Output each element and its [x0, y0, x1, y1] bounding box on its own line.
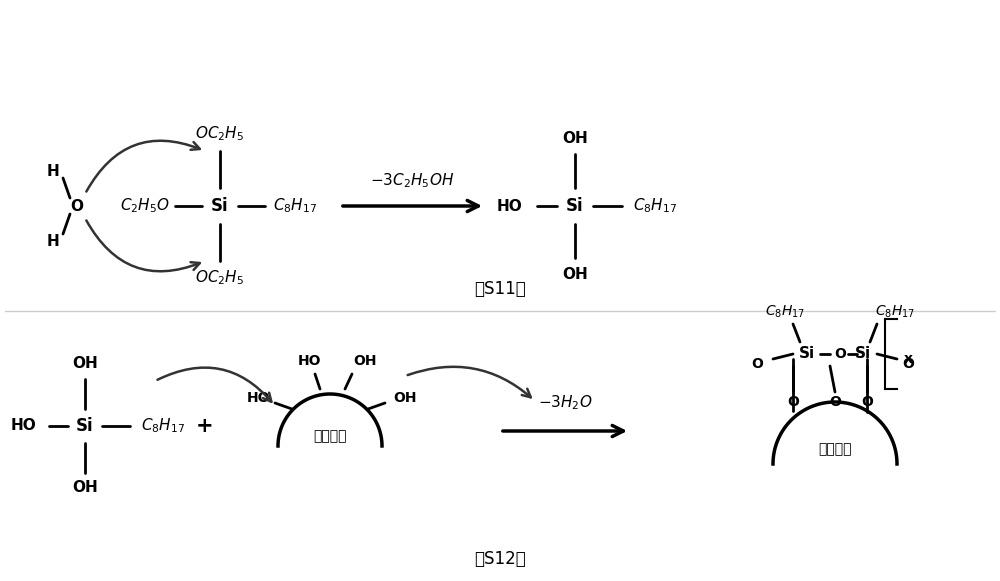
Text: OH: OH	[72, 480, 98, 496]
Text: 二氧化钛: 二氧化钛	[818, 442, 852, 456]
Text: HO: HO	[246, 391, 270, 405]
FancyArrowPatch shape	[408, 367, 531, 397]
Text: x: x	[904, 352, 912, 366]
Text: （S11）: （S11）	[474, 280, 526, 298]
Text: +: +	[196, 416, 214, 436]
FancyArrowPatch shape	[86, 220, 200, 271]
Text: OH: OH	[562, 267, 588, 282]
Text: O: O	[861, 395, 873, 409]
Text: O: O	[751, 357, 763, 371]
FancyArrowPatch shape	[157, 368, 271, 401]
Text: Si: Si	[76, 417, 94, 435]
Text: $C_8H_{17}$: $C_8H_{17}$	[633, 196, 677, 216]
Text: $C_8H_{17}$: $C_8H_{17}$	[765, 304, 805, 320]
Text: HO: HO	[10, 418, 36, 433]
Text: （S12）: （S12）	[474, 550, 526, 568]
Text: O: O	[829, 395, 841, 409]
Text: $OC_2H_5$: $OC_2H_5$	[195, 268, 245, 288]
Text: O: O	[70, 199, 84, 213]
Text: $-3H_2O$: $-3H_2O$	[538, 394, 592, 413]
Text: OH: OH	[72, 357, 98, 371]
Text: Si: Si	[211, 197, 229, 215]
Text: O: O	[787, 395, 799, 409]
Text: Si: Si	[566, 197, 584, 215]
Text: $C_8H_{17}$: $C_8H_{17}$	[273, 196, 317, 216]
Text: H: H	[47, 163, 59, 178]
Text: OH: OH	[393, 391, 417, 405]
Text: $C_8H_{17}$: $C_8H_{17}$	[141, 417, 185, 435]
Text: H: H	[47, 234, 59, 249]
Text: OH: OH	[353, 354, 377, 368]
Text: $OC_2H_5$: $OC_2H_5$	[195, 125, 245, 144]
Text: $C_2H_5O$: $C_2H_5O$	[120, 196, 170, 216]
FancyArrowPatch shape	[86, 141, 200, 192]
Text: $C_8H_{17}$: $C_8H_{17}$	[875, 304, 915, 320]
Text: HO: HO	[298, 354, 322, 368]
Text: OH: OH	[562, 131, 588, 145]
Text: 二氧化钛: 二氧化钛	[313, 429, 347, 443]
Text: O: O	[902, 357, 914, 371]
Text: $-3C_2H_5OH$: $-3C_2H_5OH$	[370, 171, 455, 191]
Text: Si: Si	[799, 346, 815, 361]
Text: O: O	[834, 347, 846, 361]
Text: Si: Si	[855, 346, 871, 361]
Text: HO: HO	[497, 199, 523, 213]
